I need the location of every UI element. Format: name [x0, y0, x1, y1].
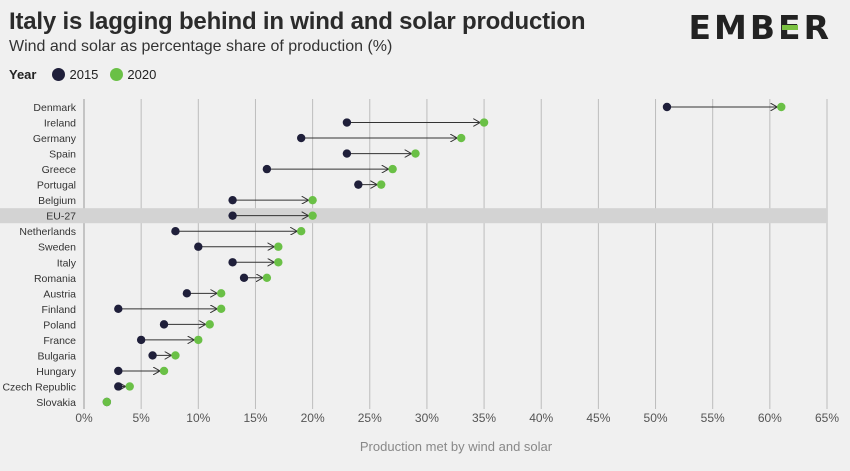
category-label: France	[43, 335, 76, 347]
point-2020	[125, 382, 134, 391]
category-label: Spain	[49, 149, 76, 161]
point-2020	[262, 273, 272, 282]
point-2020	[171, 351, 180, 360]
point-2015	[114, 304, 123, 314]
category-label: Netherlands	[19, 226, 76, 238]
x-tick-label: 20%	[301, 411, 325, 425]
point-2020	[274, 242, 283, 251]
point-2015	[296, 133, 306, 143]
point-2020	[457, 133, 466, 143]
category-label: Germany	[33, 133, 77, 145]
x-tick-label: 35%	[472, 411, 496, 425]
x-tick-label: 65%	[815, 411, 839, 425]
point-2015	[262, 164, 272, 174]
category-label: Sweden	[38, 242, 76, 254]
point-2020	[411, 149, 420, 158]
x-tick-label: 15%	[243, 411, 267, 425]
point-2020	[205, 320, 214, 329]
point-2015	[159, 320, 169, 329]
point-2015	[342, 149, 352, 158]
point-2020	[388, 164, 397, 174]
chart-subtitle: Wind and solar as percentage share of pr…	[9, 38, 393, 55]
ember-logo: EMBER	[688, 8, 832, 47]
point-2020	[216, 289, 226, 298]
category-label: Denmark	[33, 102, 76, 114]
point-2015	[342, 118, 352, 127]
category-label: Finland	[42, 304, 77, 316]
legend-item-2020[interactable]: 2020	[110, 67, 156, 82]
x-tick-label: 45%	[586, 411, 610, 425]
point-2015	[354, 180, 363, 189]
x-axis-label: Production met by wind and solar	[360, 439, 553, 454]
point-2020	[274, 258, 283, 267]
chart-title: Italy is lagging behind in wind and sola…	[9, 8, 586, 35]
category-label: Czech Republic	[2, 381, 76, 393]
point-2020	[216, 304, 226, 314]
legend-item-2015[interactable]: 2015	[52, 67, 98, 82]
point-2015	[239, 273, 249, 282]
point-2015	[194, 242, 203, 251]
point-2020	[777, 102, 786, 112]
legend-marker-2020	[110, 68, 124, 81]
legend: Year 2015 2020	[9, 67, 162, 82]
highlight-band	[0, 208, 827, 224]
point-2015	[136, 335, 146, 345]
point-2020	[377, 180, 386, 189]
category-label: Romania	[34, 273, 76, 285]
point-2015	[228, 211, 237, 220]
point-2015	[182, 289, 192, 298]
x-tick-label: 5%	[132, 411, 150, 425]
point-2020	[102, 397, 112, 407]
x-tick-label: 0%	[75, 411, 93, 425]
legend-title: Year	[9, 67, 37, 82]
point-2015	[662, 102, 672, 112]
point-2015	[171, 227, 180, 236]
category-label: Ireland	[44, 118, 76, 130]
x-tick-label: 55%	[701, 411, 725, 425]
point-2015	[114, 366, 123, 376]
point-2020	[194, 335, 203, 345]
point-2015	[228, 195, 237, 205]
point-2020	[296, 227, 306, 236]
category-label: Italy	[57, 257, 77, 269]
category-label: Poland	[43, 319, 76, 331]
x-tick-label: 60%	[758, 411, 782, 425]
point-2020	[308, 195, 317, 205]
category-label: Greece	[42, 164, 77, 176]
category-label: Hungary	[36, 366, 76, 378]
legend-marker-2015	[52, 68, 66, 81]
point-2020	[308, 211, 317, 220]
legend-label-2020: 2020	[127, 67, 157, 82]
x-tick-label: 10%	[186, 411, 210, 425]
x-tick-label: 40%	[529, 411, 553, 425]
x-tick-label: 30%	[415, 411, 439, 425]
point-2015	[228, 258, 237, 267]
category-label: Portugal	[37, 180, 76, 192]
category-label: Austria	[43, 288, 76, 300]
point-2015	[148, 351, 157, 360]
point-2015	[114, 382, 123, 391]
x-tick-label: 25%	[358, 411, 382, 425]
x-tick-label: 50%	[644, 411, 668, 425]
category-label: EU-27	[46, 211, 76, 223]
point-2020	[479, 118, 489, 127]
category-label: Slovakia	[36, 397, 76, 409]
category-label: Belgium	[38, 195, 76, 207]
legend-label-2015: 2015	[69, 67, 99, 82]
category-label: Bulgaria	[37, 350, 76, 362]
point-2020	[159, 366, 169, 376]
